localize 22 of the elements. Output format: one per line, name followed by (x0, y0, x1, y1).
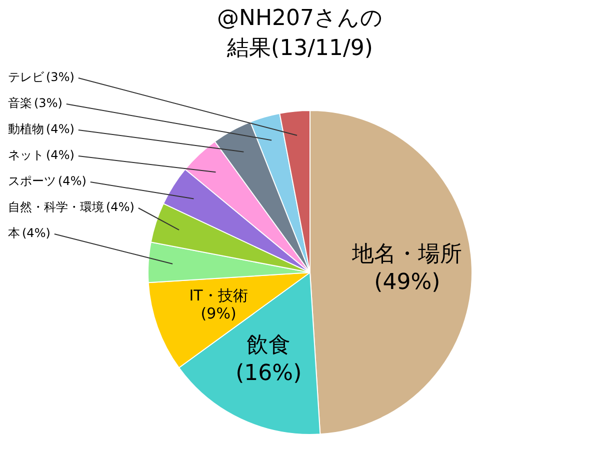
slice-label: スポーツ (8, 174, 56, 188)
slice-label: ネット (8, 148, 44, 162)
data-label: (4%) (58, 174, 86, 188)
data-label: (4%) (46, 148, 74, 162)
chart-title: @NH207さんの (217, 6, 383, 31)
data-label: (16%) (236, 361, 302, 386)
chart-subtitle: 結果(13/11/9) (227, 36, 373, 61)
data-label: (4%) (22, 226, 50, 240)
slice-label: 自然・科学・環境 (8, 200, 104, 214)
slice-label: テレビ (8, 70, 45, 84)
slice-label: 本 (8, 226, 20, 240)
slice-label: IT・技術 (189, 286, 248, 304)
slice-label: 地名・場所 (351, 242, 462, 268)
slice-label: 動植物 (8, 122, 44, 136)
data-label: (4%) (46, 122, 74, 136)
data-label: (49%) (374, 270, 440, 296)
data-label: (9%) (200, 304, 236, 322)
slice-label: 飲食 (246, 333, 291, 358)
data-label: (3%) (34, 96, 62, 110)
data-label: (3%) (46, 70, 74, 84)
slice-label: 音楽 (8, 96, 32, 110)
data-label: (4%) (106, 200, 134, 214)
